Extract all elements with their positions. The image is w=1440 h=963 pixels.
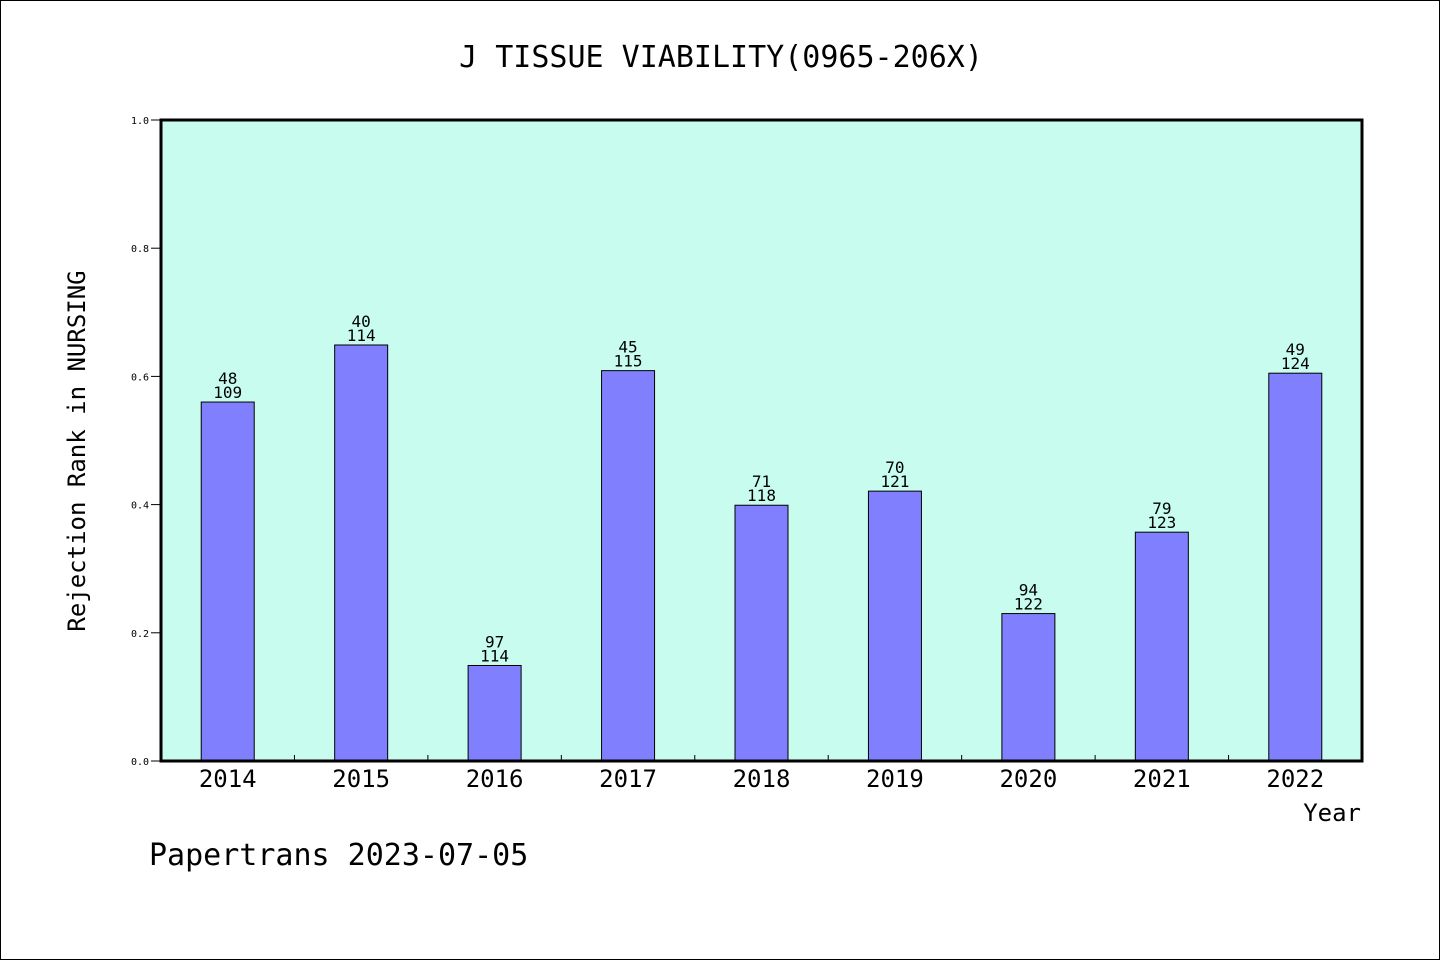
bar-2022 xyxy=(1268,372,1323,762)
x-tick-label: 2019 xyxy=(866,765,924,793)
footer-text: Papertrans 2023-07-05 xyxy=(149,838,528,873)
bar-2020 xyxy=(1001,613,1056,762)
y-tick-label: 0.6 xyxy=(131,372,149,383)
x-axis-label: Year xyxy=(1303,799,1361,827)
x-tick-label: 2016 xyxy=(466,765,524,793)
x-tick-label: 2018 xyxy=(733,765,791,793)
bar-label-bottom: 121 xyxy=(880,472,909,491)
bar-label-bottom: 123 xyxy=(1147,513,1176,532)
y-tick-label: 0.2 xyxy=(131,629,149,640)
x-tick-label: 2020 xyxy=(999,765,1057,793)
x-tick-label: 2014 xyxy=(199,765,257,793)
y-tick-label: 0.8 xyxy=(131,244,149,255)
bar-2015 xyxy=(334,344,389,762)
bar-label-bottom: 118 xyxy=(747,486,776,505)
bar-label-top: 45 xyxy=(618,338,637,357)
chart-title: J TISSUE VIABILITY(0965-206X) xyxy=(459,40,983,75)
bar-2019 xyxy=(867,490,922,762)
bar-label-bottom: 124 xyxy=(1281,354,1310,373)
x-tick-label: 2021 xyxy=(1133,765,1191,793)
x-tick-label: 2022 xyxy=(1266,765,1324,793)
y-tick-label: 0.4 xyxy=(131,501,149,512)
bar-label-bottom: 114 xyxy=(347,326,376,345)
bar-2016 xyxy=(467,664,522,762)
x-axis: 2014 2015 2016 2017 2018 2019 2020 2021 2022 xyxy=(199,755,1324,793)
bar-label-top: 48 xyxy=(218,369,237,388)
y-axis: 0.0 0.2 0.4 0.6 0.8 1.0 xyxy=(131,116,161,768)
bar-label-top: 40 xyxy=(352,312,371,331)
y-axis-label: Rejection Rank in NURSING xyxy=(63,270,91,631)
bar-2017 xyxy=(601,370,656,762)
bar-2021 xyxy=(1134,531,1189,762)
bar-label-top: 97 xyxy=(485,632,504,651)
bar-label-top: 94 xyxy=(1019,581,1038,600)
bar-label-top: 79 xyxy=(1152,499,1171,518)
bar-label-bottom: 115 xyxy=(614,352,643,371)
plot-border xyxy=(159,118,1364,763)
y-tick-label: 1.0 xyxy=(131,116,149,127)
bar-2018 xyxy=(734,504,789,762)
y-tick-label: 0.0 xyxy=(131,757,149,768)
x-tick-label: 2017 xyxy=(599,765,657,793)
bar-label-top: 70 xyxy=(885,458,904,477)
bar-label-top: 49 xyxy=(1286,340,1305,359)
bar-label-bottom: 114 xyxy=(480,646,509,665)
bar-label-bottom: 109 xyxy=(213,383,242,402)
bar-2014 xyxy=(200,401,255,762)
bar-label-bottom: 122 xyxy=(1014,595,1043,614)
x-tick-label: 2015 xyxy=(332,765,390,793)
bar-label-top: 71 xyxy=(752,472,771,491)
